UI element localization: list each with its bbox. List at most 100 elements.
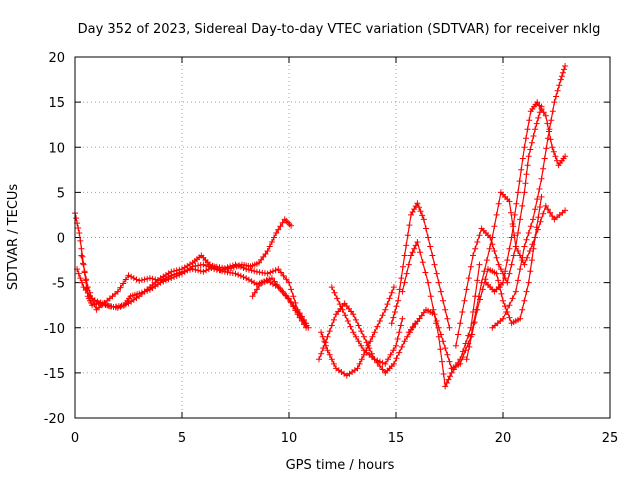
data-point <box>401 338 408 345</box>
data-point <box>504 257 511 264</box>
data-point <box>412 242 419 249</box>
data-point <box>268 239 275 245</box>
data-point <box>521 297 528 304</box>
data-point <box>266 276 273 283</box>
data-point <box>328 284 335 291</box>
data-point <box>288 222 295 229</box>
data-point <box>525 230 532 236</box>
data-point <box>544 120 551 127</box>
data-point <box>532 126 539 133</box>
data-point <box>534 99 541 106</box>
data-point <box>165 273 172 280</box>
data-point <box>536 204 543 210</box>
data-point <box>350 329 357 336</box>
data-point <box>502 275 509 282</box>
data-point <box>437 331 444 338</box>
data-point <box>408 252 414 259</box>
data-point <box>283 276 290 283</box>
data-point <box>550 148 557 155</box>
data-point <box>393 303 400 310</box>
data-point <box>347 323 354 330</box>
data-point <box>179 268 185 275</box>
data-point <box>277 223 284 230</box>
data-point <box>403 242 410 249</box>
data-point <box>542 202 549 209</box>
data-point <box>78 252 85 259</box>
data-point <box>525 153 532 160</box>
data-point <box>316 356 322 363</box>
data-point <box>495 261 502 268</box>
data-point <box>544 135 551 142</box>
data-point <box>141 276 148 283</box>
data-point <box>278 269 284 276</box>
series-sat-m <box>482 99 569 295</box>
data-point <box>459 354 466 361</box>
data-point <box>526 117 533 124</box>
data-point <box>290 302 297 309</box>
data-point <box>248 267 255 274</box>
data-point <box>128 273 135 280</box>
data-point <box>197 268 204 275</box>
data-point <box>355 322 362 329</box>
data-point <box>269 268 276 275</box>
data-point <box>527 223 534 230</box>
data-point <box>517 266 524 273</box>
data-point <box>433 270 440 277</box>
data-point <box>387 351 394 358</box>
data-point <box>549 213 556 220</box>
data-point <box>77 275 84 282</box>
data-point <box>229 262 236 269</box>
data-point <box>208 264 215 271</box>
data-point <box>390 314 397 321</box>
data-point <box>409 249 416 256</box>
data-point <box>423 225 429 232</box>
data-point <box>544 206 551 213</box>
data-point <box>439 358 445 365</box>
data-point <box>523 236 530 243</box>
data-point <box>534 196 541 203</box>
data-point <box>87 289 93 296</box>
data-point <box>556 82 563 89</box>
data-point <box>122 276 129 283</box>
data-point <box>495 277 502 284</box>
data-point <box>264 270 271 277</box>
data-point <box>429 252 436 259</box>
data-point <box>403 270 410 277</box>
data-point <box>117 284 124 291</box>
data-point <box>502 268 509 275</box>
data-point <box>521 144 528 151</box>
data-point <box>243 266 250 273</box>
y-tick-label: -15 <box>44 367 65 382</box>
data-point <box>419 259 426 266</box>
data-point <box>84 284 91 291</box>
data-point <box>73 215 80 222</box>
data-point <box>350 311 357 318</box>
data-point <box>344 318 351 324</box>
data-point <box>173 270 180 277</box>
data-point <box>519 155 526 162</box>
data-point <box>446 324 453 331</box>
data-point <box>114 288 121 295</box>
data-point <box>474 306 481 313</box>
data-point <box>538 193 545 200</box>
data-point <box>508 261 515 268</box>
data-point <box>235 262 242 269</box>
data-point <box>401 279 408 286</box>
data-point <box>235 271 242 278</box>
data-point <box>422 269 429 276</box>
data-point <box>495 200 502 207</box>
data-point <box>168 272 175 279</box>
data-point <box>294 309 301 315</box>
x-tick-label: 5 <box>178 431 186 446</box>
data-point <box>376 318 383 324</box>
data-point <box>547 209 554 216</box>
data-point <box>396 329 403 336</box>
data-point <box>318 350 325 357</box>
data-point <box>476 232 483 239</box>
data-point <box>404 232 411 239</box>
data-point <box>77 237 84 244</box>
data-point <box>388 289 395 296</box>
data-point <box>470 252 476 259</box>
data-point <box>249 293 256 300</box>
data-point <box>549 108 556 115</box>
